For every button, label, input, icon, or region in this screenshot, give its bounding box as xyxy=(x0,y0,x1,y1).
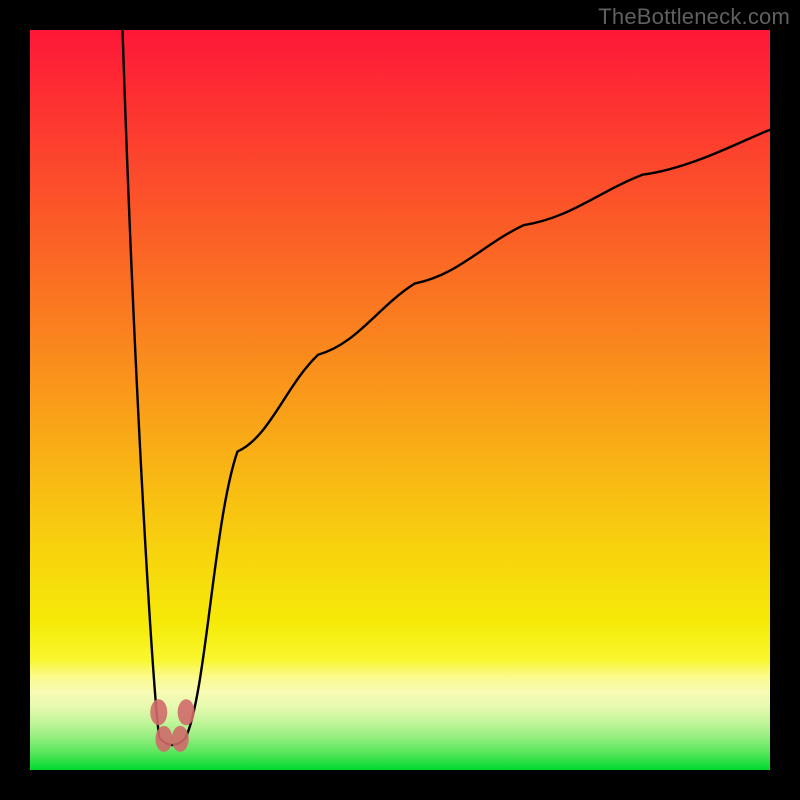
plot-svg xyxy=(30,30,770,770)
dip-marker xyxy=(178,699,195,725)
watermark-text: TheBottleneck.com xyxy=(598,4,790,30)
dip-marker xyxy=(172,726,189,752)
dip-marker xyxy=(155,726,172,752)
plot-area xyxy=(30,30,770,770)
dip-marker xyxy=(150,699,167,725)
chart-frame: TheBottleneck.com xyxy=(0,0,800,800)
